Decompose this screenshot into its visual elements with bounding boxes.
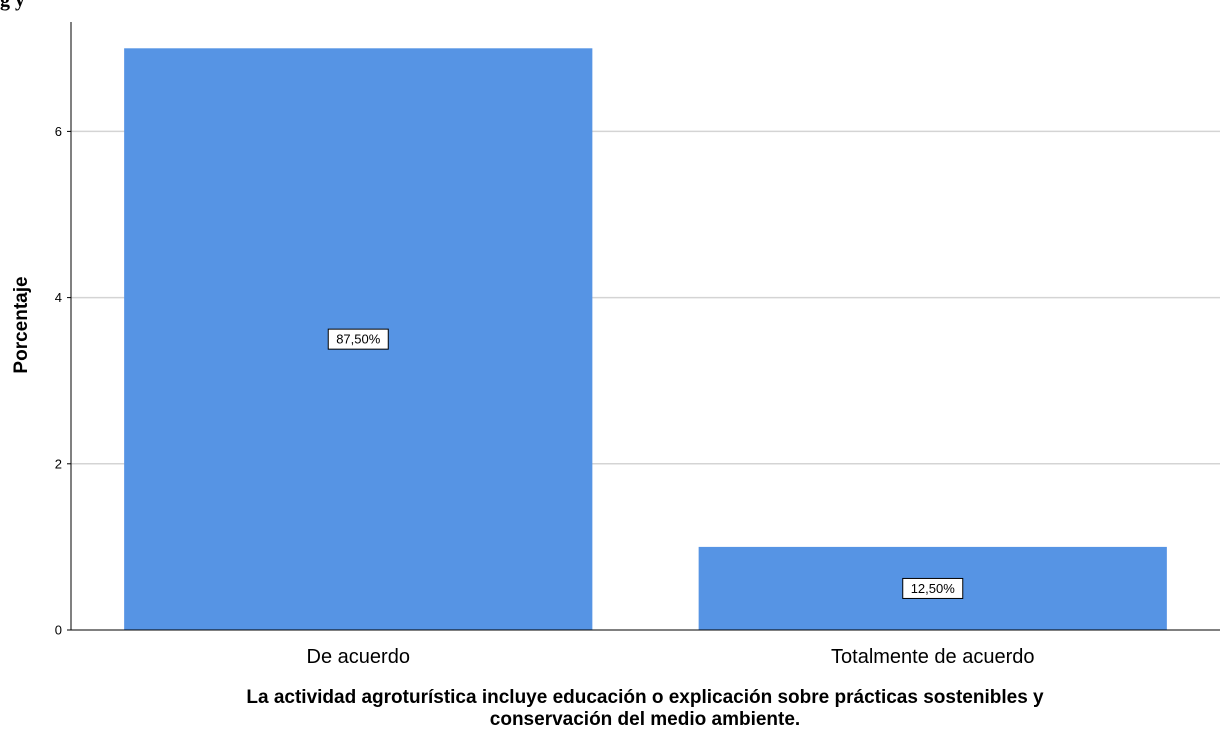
- x-category-label: Totalmente de acuerdo: [831, 646, 1034, 668]
- x-axis-title-line-1: La actividad agroturística incluye educa…: [246, 687, 1044, 708]
- data-labels: 87,50% 12,50%: [327, 328, 964, 599]
- y-tick-label: 0: [55, 623, 62, 638]
- data-label-box: [902, 577, 964, 599]
- y-ticks: 0 2 4 6: [55, 124, 71, 638]
- bars: [124, 48, 1167, 631]
- y-tick-label: 6: [55, 124, 62, 139]
- y-tick-label: 4: [55, 290, 62, 305]
- y-axis-title: Porcentaje: [11, 276, 32, 373]
- x-labels: De acuerdo Totalmente de acuerdo: [307, 646, 1035, 668]
- data-label: 87,50%: [336, 332, 381, 347]
- data-label: 12,50%: [911, 581, 956, 596]
- x-category-label: De acuerdo: [307, 646, 410, 668]
- top-caption-fragment: g y: [0, 0, 25, 11]
- y-tick-label: 2: [55, 456, 62, 471]
- data-label-box: [327, 328, 389, 350]
- x-axis-title-line-2: conservación del medio ambiente.: [490, 709, 800, 730]
